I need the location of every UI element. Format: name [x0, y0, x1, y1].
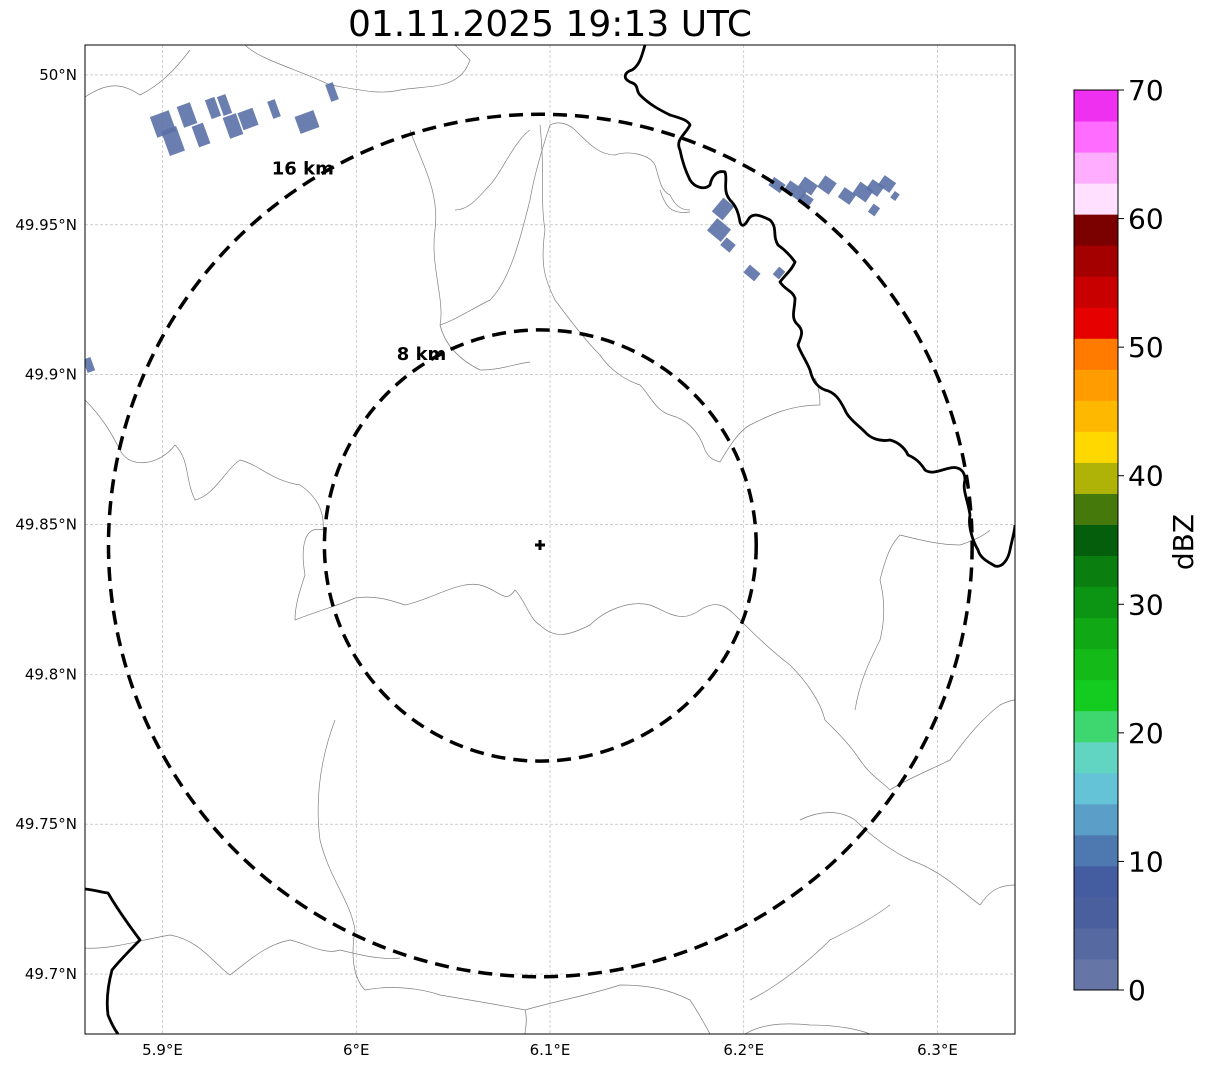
echo-cell: [294, 110, 320, 134]
colorbar-swatch: [1074, 896, 1118, 929]
gridlines: [85, 45, 1015, 1034]
colorbar-label: dBZ: [1167, 514, 1200, 570]
echo-cell: [743, 264, 761, 282]
colorbar-swatch: [1074, 648, 1118, 681]
colorbar-swatch: [1074, 586, 1118, 619]
lon-tick-label: 5.9°E: [142, 1041, 183, 1059]
colorbar-swatch: [1074, 772, 1118, 805]
colorbar-swatch: [1074, 245, 1118, 277]
echo-cell: [867, 203, 881, 217]
colorbar-swatch: [1074, 431, 1118, 463]
colorbar-swatch: [1074, 276, 1118, 308]
range-rings: 8 km 16 km: [106, 112, 974, 979]
echo-cell: [706, 218, 732, 242]
axis-tick-labels: 5.9°E 6°E 6.1°E 6.2°E 6.3°E 50°N 49.95°N 49.9°N…: [15, 66, 958, 1059]
colorbar-swatch: [1074, 214, 1118, 246]
colorbar-swatch: [1074, 524, 1118, 557]
echo-cell: [798, 192, 814, 208]
colorbar-swatch: [1074, 958, 1118, 991]
echo-cell: [267, 99, 281, 119]
colorbar-swatch: [1074, 927, 1118, 960]
echo-cell: [865, 179, 885, 197]
lon-tick-label: 6°E: [343, 1041, 370, 1059]
colorbar-swatch: [1074, 462, 1118, 494]
colorbar-swatch: [1074, 400, 1118, 432]
lat-tick-label: 50°N: [39, 66, 77, 84]
colorbar-tick-label: 40: [1128, 460, 1164, 493]
echo-cell: [204, 96, 222, 120]
echo-cell: [85, 357, 96, 373]
colorbar-swatch: [1074, 183, 1118, 215]
echo-cell: [772, 266, 786, 280]
country-borders: [85, 45, 1015, 1034]
colorbar-swatch: [1074, 834, 1118, 867]
colorbar: 0 10 20 30 40 50 60 70 dBZ: [1073, 74, 1200, 1007]
echo-cell: [783, 180, 807, 202]
colorbar-swatch: [1074, 679, 1118, 712]
echo-cell: [222, 113, 244, 139]
colorbar-swatch: [1074, 617, 1118, 650]
map-plot-area: 8 km 16 km 5.9°E 6°E 6.1°E 6.2°E 6.3°E 50°N 49.…: [15, 44, 1016, 1059]
lon-tick-label: 6.2°E: [723, 1041, 764, 1059]
colorbar-swatch: [1074, 152, 1118, 184]
colorbar-swatch: [1074, 121, 1118, 153]
lat-tick-label: 49.75°N: [15, 815, 77, 833]
echo-cell: [837, 187, 857, 205]
map-frame: [84, 44, 1016, 1035]
echo-cell: [877, 175, 897, 193]
range-ring-8km: [322, 328, 758, 763]
range-ring-label: 16 km: [272, 159, 334, 180]
colorbar-swatch: [1074, 90, 1118, 122]
colorbar-swatch: [1074, 338, 1118, 370]
colorbar-swatch: [1074, 710, 1118, 743]
lat-tick-label: 49.85°N: [15, 516, 77, 534]
echo-cell: [191, 122, 211, 148]
map-background: [85, 45, 1015, 1034]
lat-tick-label: 49.95°N: [15, 216, 77, 234]
echo-cell: [720, 237, 736, 253]
lon-tick-label: 6.1°E: [530, 1041, 571, 1059]
lat-tick-label: 49.7°N: [25, 965, 77, 983]
lat-tick-label: 49.8°N: [25, 665, 77, 683]
colorbar-swatch: [1074, 369, 1118, 401]
admin-borders: [85, 45, 1015, 1034]
echo-cell: [216, 94, 233, 116]
lon-tick-label: 6.3°E: [917, 1041, 958, 1059]
colorbar-tick-label: 20: [1128, 717, 1164, 750]
echo-cell: [325, 82, 339, 102]
echo-cell: [817, 175, 837, 195]
radar-echoes: [85, 82, 900, 373]
echo-cell: [161, 126, 185, 156]
colorbar-swatch: [1074, 493, 1118, 525]
colorbar-tick-label: 60: [1128, 203, 1164, 236]
range-ring-label: 8 km: [397, 344, 447, 365]
colorbar-swatch: [1074, 555, 1118, 588]
colorbar-ticks: 0 10 20 30 40 50 60 70: [1118, 74, 1164, 1007]
colorbar-swatch: [1074, 803, 1118, 836]
colorbar-frame: [1073, 89, 1119, 991]
echo-cell: [176, 102, 198, 128]
colorbar-swatch: [1074, 741, 1118, 774]
colorbar-tick-label: 0: [1128, 974, 1146, 1007]
colorbar-tick-label: 70: [1128, 74, 1164, 107]
colorbar-swatch: [1074, 307, 1118, 339]
colorbar-swatches: [1074, 90, 1118, 991]
echo-cell: [237, 107, 259, 131]
lat-tick-label: 49.9°N: [25, 366, 77, 384]
radar-site-marker: [535, 540, 545, 550]
echo-cell: [711, 197, 735, 221]
echo-cell: [852, 181, 874, 203]
echo-cell: [798, 176, 818, 196]
colorbar-tick-label: 30: [1128, 588, 1164, 621]
colorbar-tick-label: 50: [1128, 331, 1164, 364]
echo-cell: [890, 191, 900, 201]
range-ring-16km: [106, 112, 974, 979]
colorbar-tick-label: 10: [1128, 845, 1164, 878]
colorbar-swatch: [1074, 865, 1118, 898]
map-title: 01.11.2025 19:13 UTC: [347, 4, 753, 45]
